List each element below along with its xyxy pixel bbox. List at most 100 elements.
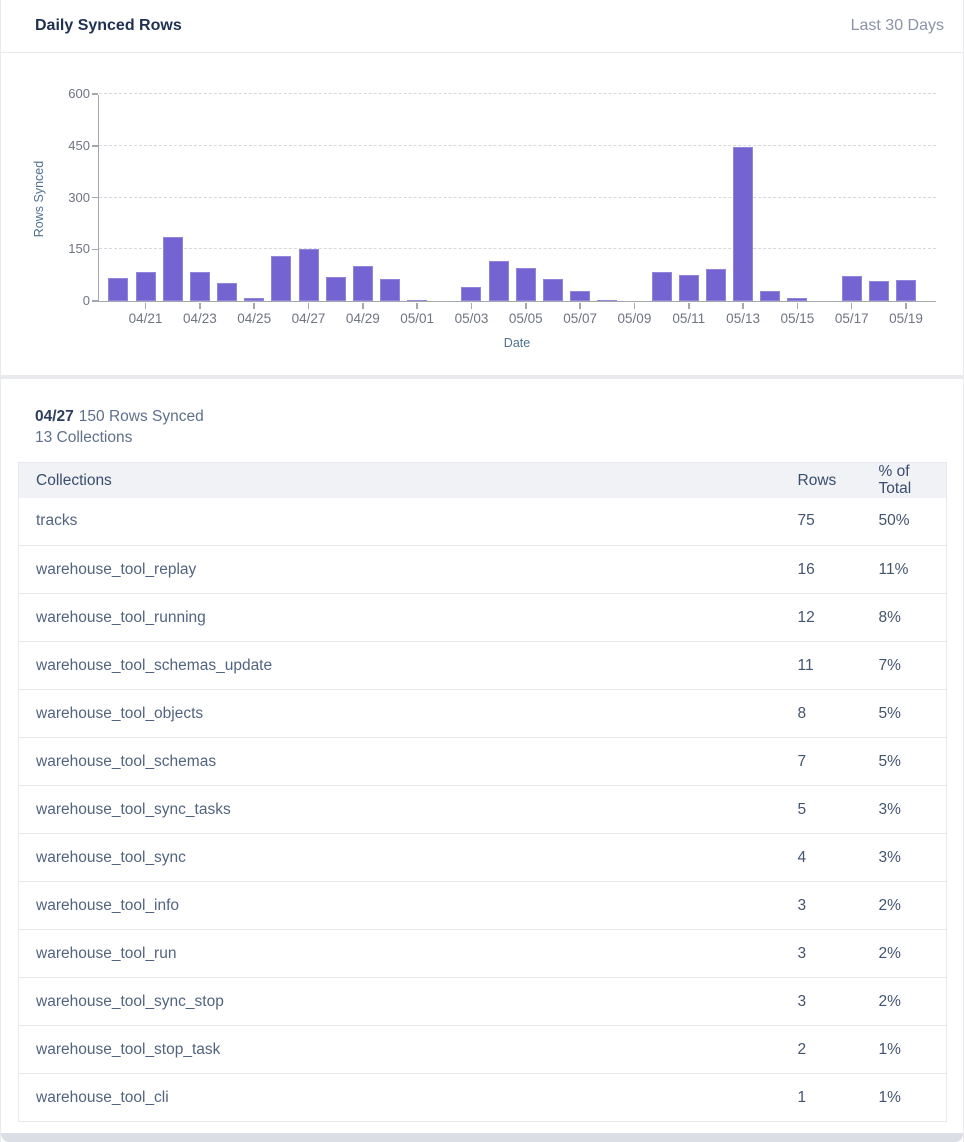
table-row: warehouse_tool_cli 1 1%	[18, 1073, 947, 1122]
gridline	[99, 93, 936, 94]
rows-value: 75	[797, 512, 815, 530]
bar-04-28[interactable]	[325, 277, 346, 301]
gridline	[99, 144, 936, 146]
bar-05-11[interactable]	[678, 275, 699, 301]
x-tick-label: 05/03	[454, 311, 489, 326]
pct-of-total-value: 2%	[878, 944, 901, 962]
date-range-label: Last 30 Days	[850, 17, 944, 34]
bar-04-30[interactable]	[380, 279, 400, 301]
collection-name: warehouse_tool_sync_tasks	[36, 800, 231, 818]
bar-05-12[interactable]	[705, 269, 726, 301]
y-tick-label: 300	[68, 189, 90, 205]
pct-of-total-value: 2%	[878, 992, 901, 1010]
rows-value: 1	[797, 1088, 807, 1106]
x-axis-tick	[742, 303, 744, 309]
rows-value: 11	[797, 656, 814, 674]
pct-of-total-value: 1%	[878, 1040, 901, 1058]
pct-of-total-value: 2%	[878, 896, 901, 914]
x-axis-tick	[850, 303, 853, 309]
bar-04-29[interactable]	[352, 266, 373, 301]
bar-04-27[interactable]	[298, 249, 319, 301]
gridline	[99, 196, 936, 198]
collection-name: warehouse_tool_schemas_update	[36, 656, 273, 674]
y-axis-tick	[92, 196, 98, 199]
pct-of-total-value: 3%	[878, 800, 901, 818]
bar-05-01[interactable]	[407, 300, 428, 301]
column-header-rows: Rows	[797, 471, 837, 489]
bar-05-19[interactable]	[896, 280, 917, 301]
selected-date: 04/27	[35, 408, 74, 425]
x-tick-label: 05/01	[400, 311, 435, 326]
x-axis-tick	[579, 303, 581, 309]
rows-value: 4	[797, 848, 807, 866]
bar-05-07[interactable]	[570, 291, 591, 301]
x-tick-label: 05/15	[780, 311, 815, 326]
x-tick-label: 05/13	[726, 311, 760, 326]
y-axis-tick	[92, 93, 98, 95]
table-row: warehouse_tool_running 12 8%	[18, 593, 947, 642]
bar-05-18[interactable]	[868, 281, 889, 301]
y-tick-label: 450	[68, 137, 90, 153]
bar-05-08[interactable]	[597, 300, 618, 301]
bar-04-23[interactable]	[189, 272, 210, 301]
bar-05-17[interactable]	[841, 276, 862, 301]
bar-04-22[interactable]	[162, 237, 183, 301]
y-axis-title: Rows Synced	[32, 160, 46, 238]
bar-04-21[interactable]	[135, 272, 156, 301]
rows-value: 5	[797, 800, 807, 818]
bar-05-05[interactable]	[515, 268, 536, 301]
panel-header: Daily Synced Rows Last 30 Days	[1, 0, 963, 53]
table-row: warehouse_tool_stop_task 2 1%	[18, 1025, 947, 1074]
bar-05-13[interactable]	[733, 147, 754, 301]
bar-04-26[interactable]	[271, 256, 292, 301]
x-tick-label: 05/05	[508, 311, 543, 326]
gridline	[99, 248, 936, 250]
x-axis-tick	[525, 303, 527, 309]
collections-count-label: 13 Collections	[35, 429, 133, 446]
x-tick-label: 05/17	[834, 311, 869, 326]
pct-of-total-value: 50%	[878, 512, 910, 530]
pct-of-total-value: 11%	[878, 560, 909, 578]
collections-table: Collections Rows % of Total tracks 75 50% w…	[18, 462, 947, 1122]
x-tick-label: 04/29	[345, 311, 380, 326]
x-axis-tick	[307, 303, 310, 309]
x-tick-label: 05/09	[617, 311, 652, 326]
x-axis-title: Date	[503, 336, 531, 350]
x-axis-tick	[688, 303, 690, 309]
collection-name: warehouse_tool_cli	[36, 1088, 169, 1106]
rows-value: 3	[797, 896, 807, 914]
table-row: warehouse_tool_sync_stop 3 2%	[18, 977, 947, 1026]
x-tick-label: 05/11	[672, 311, 706, 326]
y-tick-label: 0	[82, 293, 90, 308]
x-axis-tick	[362, 303, 364, 309]
pct-of-total-value: 1%	[878, 1088, 901, 1106]
column-header-pct-of-total: % of Total	[878, 463, 912, 498]
x-axis-tick	[470, 303, 473, 309]
rows-value: 12	[797, 608, 815, 626]
bar-04-25[interactable]	[244, 298, 265, 301]
x-axis-tick	[253, 303, 255, 309]
table-row: warehouse_tool_schemas 7 5%	[18, 737, 947, 786]
bar-04-20[interactable]	[108, 278, 129, 301]
rows-value: 16	[797, 560, 815, 578]
day-detail-section: 04/27 150 Rows Synced 13 Collections Coll…	[1, 379, 963, 1122]
bar-05-04[interactable]	[488, 261, 509, 301]
collection-name: warehouse_tool_sync_stop	[36, 992, 224, 1010]
y-axis-tick	[92, 145, 98, 147]
collection-name: warehouse_tool_stop_task	[36, 1040, 221, 1058]
x-axis-tick	[416, 303, 418, 309]
x-tick-label: 04/23	[182, 311, 217, 326]
collection-name: warehouse_tool_schemas	[36, 752, 217, 770]
rows-value: 8	[797, 704, 807, 722]
page-title: Daily Synced Rows	[35, 17, 182, 34]
bar-04-24[interactable]	[217, 283, 238, 301]
bar-05-15[interactable]	[787, 298, 808, 301]
y-axis-tick	[92, 300, 98, 302]
bar-05-10[interactable]	[651, 272, 672, 301]
table-row: warehouse_tool_replay 16 11%	[18, 545, 947, 594]
column-header-collections: Collections	[36, 471, 112, 489]
daily-synced-rows-chart: Rows Synced 0 150 300 450 600 04/21 04/23 04/25…	[1, 53, 963, 375]
bar-05-14[interactable]	[760, 291, 781, 301]
bar-05-03[interactable]	[461, 287, 482, 301]
bar-05-06[interactable]	[542, 279, 563, 301]
